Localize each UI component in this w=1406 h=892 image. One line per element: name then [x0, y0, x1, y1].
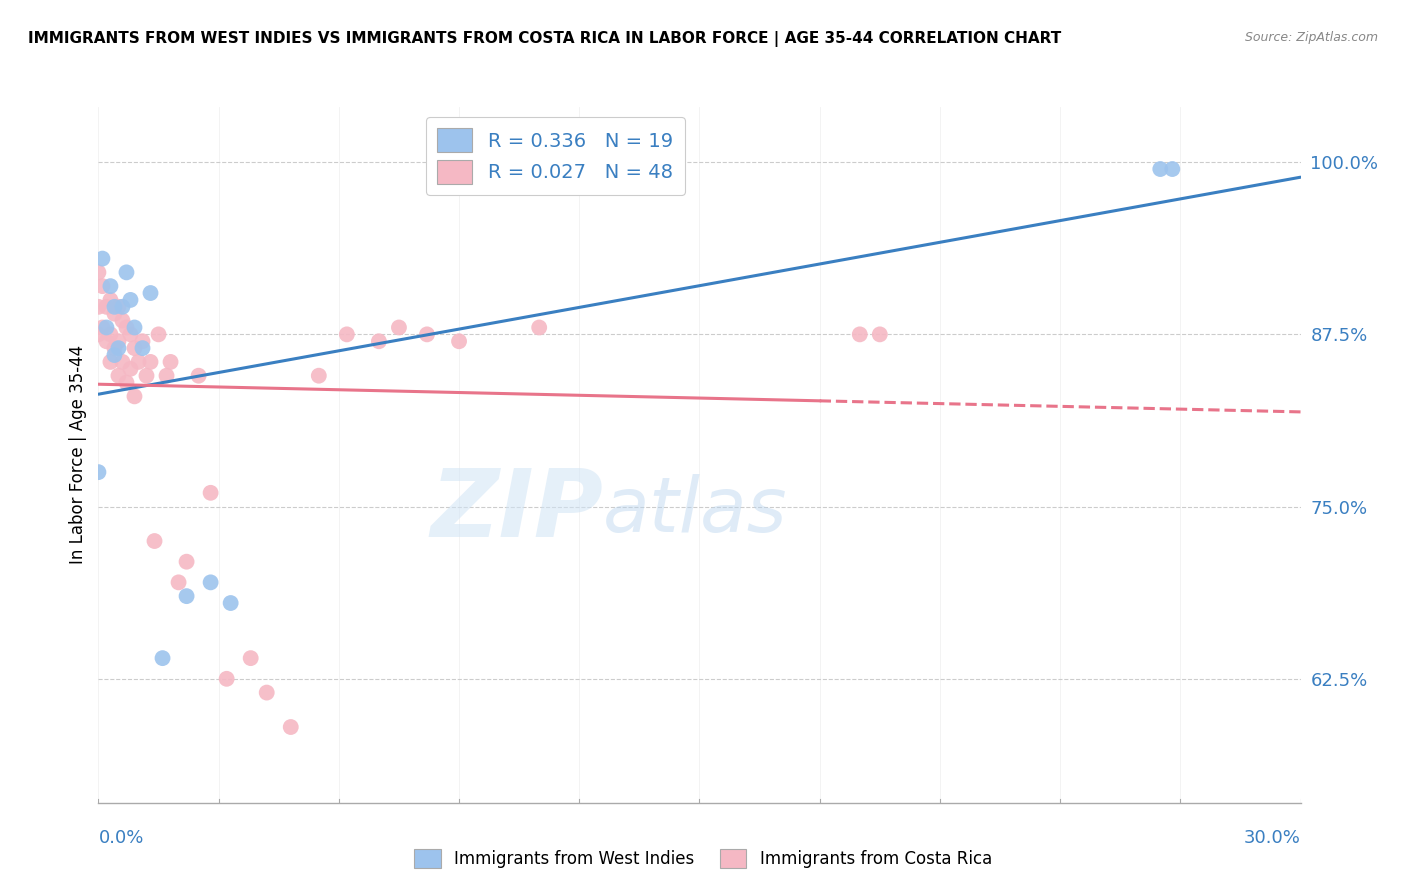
Point [239, 651, 262, 665]
Point [139, 355, 162, 369]
Text: atlas: atlas [603, 474, 787, 548]
Point [96, 320, 118, 334]
Point [131, 334, 153, 349]
Point [159, 355, 181, 369]
Point [200, 575, 222, 590]
Point [187, 368, 209, 383]
Point [111, 355, 134, 369]
Point [100, 355, 122, 369]
Point [100, 293, 122, 307]
Point [280, 720, 302, 734]
Point [96, 334, 118, 349]
Text: 0.0%: 0.0% [98, 829, 143, 847]
Point [368, 334, 391, 349]
Point [115, 320, 138, 334]
Point [388, 320, 411, 334]
Point [869, 327, 891, 342]
Point [107, 368, 129, 383]
Point [124, 320, 146, 334]
Legend: Immigrants from West Indies, Immigrants from Costa Rica: Immigrants from West Indies, Immigrants … [408, 842, 998, 875]
Point [176, 555, 198, 569]
Point [103, 307, 125, 321]
Point [111, 313, 134, 327]
Point [128, 355, 150, 369]
Point [124, 341, 146, 355]
Point [107, 334, 129, 349]
Point [91, 320, 114, 334]
Point [87, 327, 110, 342]
Text: 30.0%: 30.0% [1244, 829, 1301, 847]
Point [135, 368, 157, 383]
Point [115, 265, 138, 279]
Point [103, 341, 125, 355]
Text: Source: ZipAtlas.com: Source: ZipAtlas.com [1244, 31, 1378, 45]
Point [111, 300, 134, 314]
Point [152, 651, 174, 665]
Point [107, 300, 129, 314]
Point [215, 672, 238, 686]
Point [416, 327, 439, 342]
Point [120, 293, 142, 307]
Point [120, 361, 142, 376]
Point [120, 327, 142, 342]
Point [103, 348, 125, 362]
Point [336, 327, 359, 342]
Point [1149, 162, 1171, 177]
Point [155, 368, 177, 383]
Text: IMMIGRANTS FROM WEST INDIES VS IMMIGRANTS FROM COSTA RICA IN LABOR FORCE | AGE 3: IMMIGRANTS FROM WEST INDIES VS IMMIGRANT… [28, 31, 1062, 47]
Legend: R = 0.336   N = 19, R = 0.027   N = 48: R = 0.336 N = 19, R = 0.027 N = 48 [426, 117, 685, 195]
Text: ZIP: ZIP [430, 465, 603, 557]
Point [219, 596, 242, 610]
Point [91, 252, 114, 266]
Point [200, 485, 222, 500]
Point [176, 589, 198, 603]
Point [256, 685, 278, 699]
Point [139, 286, 162, 301]
Point [167, 575, 190, 590]
Point [143, 534, 166, 549]
Point [115, 376, 138, 390]
Point [308, 368, 330, 383]
Point [107, 341, 129, 355]
Point [529, 320, 551, 334]
Point [148, 327, 170, 342]
Point [96, 300, 118, 314]
Point [1161, 162, 1184, 177]
Point [103, 300, 125, 314]
Y-axis label: In Labor Force | Age 35-44: In Labor Force | Age 35-44 [69, 345, 87, 565]
Point [87, 465, 110, 479]
Point [131, 341, 153, 355]
Point [100, 327, 122, 342]
Point [87, 300, 110, 314]
Point [849, 327, 872, 342]
Point [124, 389, 146, 403]
Point [100, 279, 122, 293]
Point [447, 334, 470, 349]
Point [91, 279, 114, 293]
Point [87, 265, 110, 279]
